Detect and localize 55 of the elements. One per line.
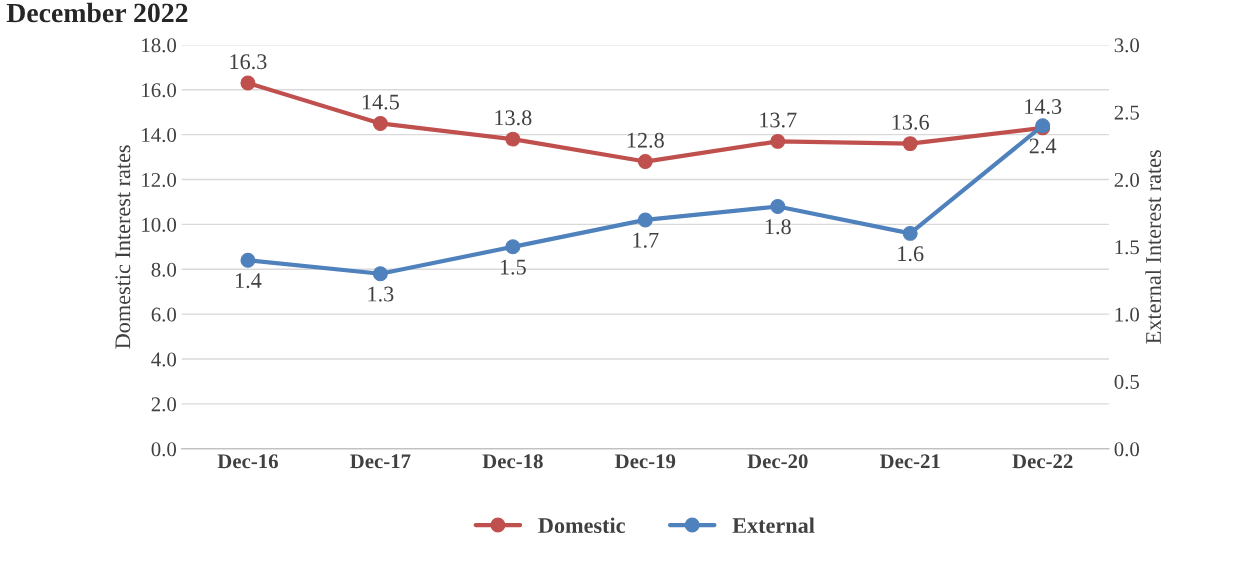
- point: [372, 266, 388, 282]
- data-label: 13.6: [892, 114, 929, 130]
- chart-title: December 2022: [6, 2, 188, 23]
- data-label: 13.8: [495, 110, 532, 126]
- data-label: 1.4: [235, 273, 262, 289]
- x-tick-label: Dec-16: [217, 454, 278, 469]
- data-label: 16.3: [230, 54, 267, 70]
- point: [505, 131, 521, 147]
- point: [902, 136, 918, 152]
- y-tick-label: 12.0: [142, 172, 177, 188]
- x-tick-label: Dec-19: [615, 454, 676, 469]
- x-tick-label: Dec-20: [747, 454, 808, 469]
- point: [902, 225, 918, 241]
- y2-tick-label: 2.0: [1114, 172, 1140, 188]
- point: [770, 133, 786, 149]
- y-tick-label: 0.0: [151, 442, 177, 457]
- data-label: 14.5: [362, 94, 399, 110]
- x-tick-label: Dec-21: [879, 454, 940, 469]
- y-tick-label: 2.0: [151, 397, 177, 412]
- data-label: 14.3: [1025, 99, 1062, 115]
- point: [240, 252, 256, 268]
- data-label: 1.7: [633, 232, 659, 248]
- data-label: 13.7: [760, 112, 797, 128]
- y-tick-label: 14.0: [142, 128, 177, 143]
- y-tick-label: 10.0: [142, 217, 177, 232]
- legend-label: Domestic: [538, 517, 625, 534]
- y-axis-title: Domestic Interest rates: [115, 145, 131, 349]
- y2-axis-title: External Interest rates: [1145, 150, 1161, 344]
- data-label: 1.8: [765, 219, 791, 235]
- y-tick-label: 16.0: [142, 83, 177, 98]
- point: [637, 154, 653, 170]
- point: [770, 198, 786, 214]
- data-label: 2.4: [1029, 138, 1057, 154]
- data-label: 12.8: [627, 132, 664, 148]
- y-tick-label: 6.0: [151, 307, 177, 322]
- y2-tick-label: 0.5: [1114, 374, 1139, 389]
- y-tick-label: 8.0: [151, 262, 177, 277]
- x-tick-label: Dec-17: [350, 454, 411, 469]
- y-tick-label: 4.0: [151, 352, 177, 367]
- data-label: 1.6: [898, 246, 924, 262]
- y-tick-label: 18.0: [142, 38, 177, 53]
- x-tick-label: Dec-18: [482, 454, 543, 469]
- y2-tick-label: 3.0: [1114, 38, 1140, 53]
- data-label: 1.5: [500, 259, 526, 275]
- point: [372, 115, 388, 131]
- y2-tick-label: 1.0: [1115, 307, 1140, 322]
- y2-tick-label: 1.5: [1115, 240, 1139, 255]
- point: [505, 239, 521, 255]
- y2-tick-label: 0.0: [1114, 442, 1140, 457]
- x-tick-label: Dec-22: [1012, 454, 1073, 469]
- legend-label: External: [732, 517, 815, 534]
- point: [240, 75, 256, 91]
- y2-tick-label: 2.5: [1114, 105, 1139, 120]
- point: [637, 212, 653, 228]
- data-label: 1.3: [368, 286, 394, 302]
